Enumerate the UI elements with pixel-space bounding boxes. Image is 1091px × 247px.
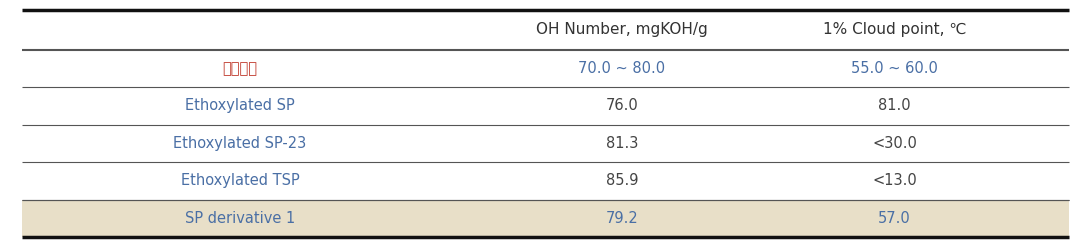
Bar	[22, 200, 1069, 237]
Text: 81.3: 81.3	[606, 136, 638, 151]
Text: Ethoxylated TSP: Ethoxylated TSP	[181, 173, 299, 188]
Text: Ethoxylated SP: Ethoxylated SP	[185, 98, 295, 113]
Text: 70.0 ~ 80.0: 70.0 ~ 80.0	[578, 61, 666, 76]
Text: <13.0: <13.0	[872, 173, 918, 188]
Text: 1% Cloud point, ℃: 1% Cloud point, ℃	[823, 22, 967, 37]
Text: 81.0: 81.0	[878, 98, 911, 113]
Text: 55.0 ~ 60.0: 55.0 ~ 60.0	[851, 61, 938, 76]
Text: OH Number, mgKOH/g: OH Number, mgKOH/g	[536, 22, 708, 37]
Text: 57.0: 57.0	[878, 211, 911, 226]
Text: SP derivative 1: SP derivative 1	[184, 211, 296, 226]
Text: 76.0: 76.0	[606, 98, 638, 113]
Text: Ethoxylated SP-23: Ethoxylated SP-23	[173, 136, 307, 151]
Text: <30.0: <30.0	[872, 136, 918, 151]
Text: 85.9: 85.9	[606, 173, 638, 188]
Text: 성과지표: 성과지표	[223, 61, 257, 76]
Text: 79.2: 79.2	[606, 211, 638, 226]
